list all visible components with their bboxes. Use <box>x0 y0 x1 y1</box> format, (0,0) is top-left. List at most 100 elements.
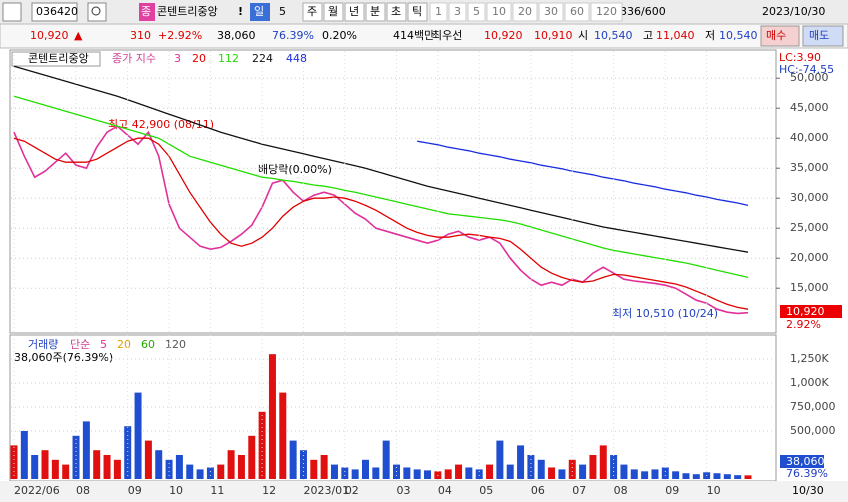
legend-entry: 448 <box>286 52 307 65</box>
volume-bar <box>744 475 752 479</box>
volume-bar <box>548 467 556 479</box>
unit: 주 <box>307 5 317 18</box>
interval-button[interactable] <box>590 2 623 22</box>
interval-button[interactable] <box>448 2 467 22</box>
x-tick-label: 02 <box>345 484 359 497</box>
volume-bar <box>692 474 700 479</box>
menu-button[interactable] <box>2 2 22 22</box>
unit-button[interactable] <box>365 2 386 22</box>
x-tick-label: 10 <box>707 484 721 497</box>
open: 10,540 <box>594 29 633 42</box>
legend-title: 종가 지수 <box>112 52 156 65</box>
x-tick-label: 2022/06 <box>14 484 60 497</box>
volume-bar <box>258 411 266 479</box>
interval-button[interactable] <box>429 2 448 22</box>
date[interactable]: 2023/10/30 <box>762 5 825 18</box>
volume-bar <box>682 473 690 479</box>
badge-box[interactable] <box>139 3 155 21</box>
buy: 매수 <box>766 29 786 42</box>
x-tick-label: 04 <box>438 484 452 497</box>
volume-ma-legend: 120 <box>165 338 186 351</box>
arrow: ▲ <box>74 29 83 42</box>
period-box[interactable] <box>250 3 270 21</box>
interval: 30 <box>544 5 558 18</box>
volume-bar <box>113 459 121 479</box>
amount: 414백만 <box>393 29 434 42</box>
volume-ratio: 76.39% <box>272 29 314 42</box>
volume-bar <box>734 475 742 479</box>
high: 11,040 <box>656 29 695 42</box>
y-tick-label: 50,000 <box>790 71 829 84</box>
volume-bar <box>630 469 638 479</box>
volume-bar <box>93 450 101 479</box>
volume-bar <box>320 454 328 479</box>
volume-bar <box>672 471 680 479</box>
volume-bar <box>351 469 359 479</box>
volume-bar <box>723 474 731 479</box>
ask: 10,920 <box>484 29 523 42</box>
interval-button[interactable] <box>512 2 538 22</box>
interval-button[interactable] <box>538 2 564 22</box>
alert[interactable]: ! <box>238 5 243 18</box>
ma-line <box>13 65 749 253</box>
legend-entry: 224 <box>252 52 273 65</box>
best-label: 최우선 <box>432 29 462 42</box>
y-tick-label: 1,250K <box>790 352 829 365</box>
volume-bar <box>568 459 576 479</box>
count: 336/600 <box>620 5 666 18</box>
y-tick-label: 750,000 <box>790 400 836 413</box>
volume-title: 거래량 <box>28 338 58 351</box>
volume-bar <box>217 464 225 479</box>
unit-button[interactable] <box>386 2 407 22</box>
unit-button[interactable] <box>323 2 344 22</box>
sell: 매도 <box>809 29 829 42</box>
code-input[interactable] <box>31 2 78 22</box>
volume-bar <box>144 440 152 479</box>
volume-bar <box>599 445 607 479</box>
search-button[interactable] <box>87 2 107 22</box>
interval: 5 <box>473 5 480 18</box>
code: 036420 <box>36 5 78 18</box>
x-tick-label: 09 <box>665 484 679 497</box>
buy-button[interactable] <box>760 25 800 47</box>
last-price: 10,920 <box>786 305 825 318</box>
y-tick-label: 500,000 <box>790 424 836 437</box>
interval-button[interactable] <box>564 2 590 22</box>
unit: 년 <box>349 5 359 18</box>
volume-legend-title: 단순 <box>70 338 90 351</box>
sell-button[interactable] <box>802 25 844 47</box>
volume-bar <box>51 459 59 479</box>
title-box <box>11 51 101 67</box>
volume-bar <box>403 467 411 479</box>
y-tick-label: 25,000 <box>790 221 829 234</box>
x-tick-label: 2023/01 <box>303 484 349 497</box>
lc: LC:3.90 <box>779 51 821 64</box>
volume-bar <box>589 454 597 479</box>
volume-bar <box>175 454 183 479</box>
interval-button[interactable] <box>486 2 512 22</box>
period-n[interactable]: 5 <box>279 5 286 18</box>
interval-button[interactable] <box>467 2 486 22</box>
volume-bar <box>558 469 566 479</box>
legend-entry: 112 <box>218 52 239 65</box>
volume-ma-legend: 60 <box>141 338 155 351</box>
stock-name: 콘텐트리중앙 <box>157 5 218 18</box>
volume-bar <box>206 467 214 479</box>
volume-bar <box>341 467 349 479</box>
volume-bar <box>537 459 545 479</box>
volume-bar <box>165 459 173 479</box>
unit-button[interactable] <box>344 2 365 22</box>
last-volume-ratio: 76.39% <box>786 467 828 480</box>
open-label: 시 <box>578 29 588 42</box>
unit-button[interactable] <box>407 2 428 22</box>
volume-bar <box>62 464 70 479</box>
interval: 60 <box>570 5 584 18</box>
y-tick-label: 45,000 <box>790 101 829 114</box>
volume-bar <box>361 459 369 479</box>
interval: 1 <box>435 5 442 18</box>
volume-bar <box>330 464 338 479</box>
chart-title: 콘텐트리중앙 <box>28 52 89 65</box>
price: 10,920 <box>30 29 69 42</box>
unit-button[interactable] <box>302 2 323 22</box>
volume-bar <box>517 445 525 479</box>
